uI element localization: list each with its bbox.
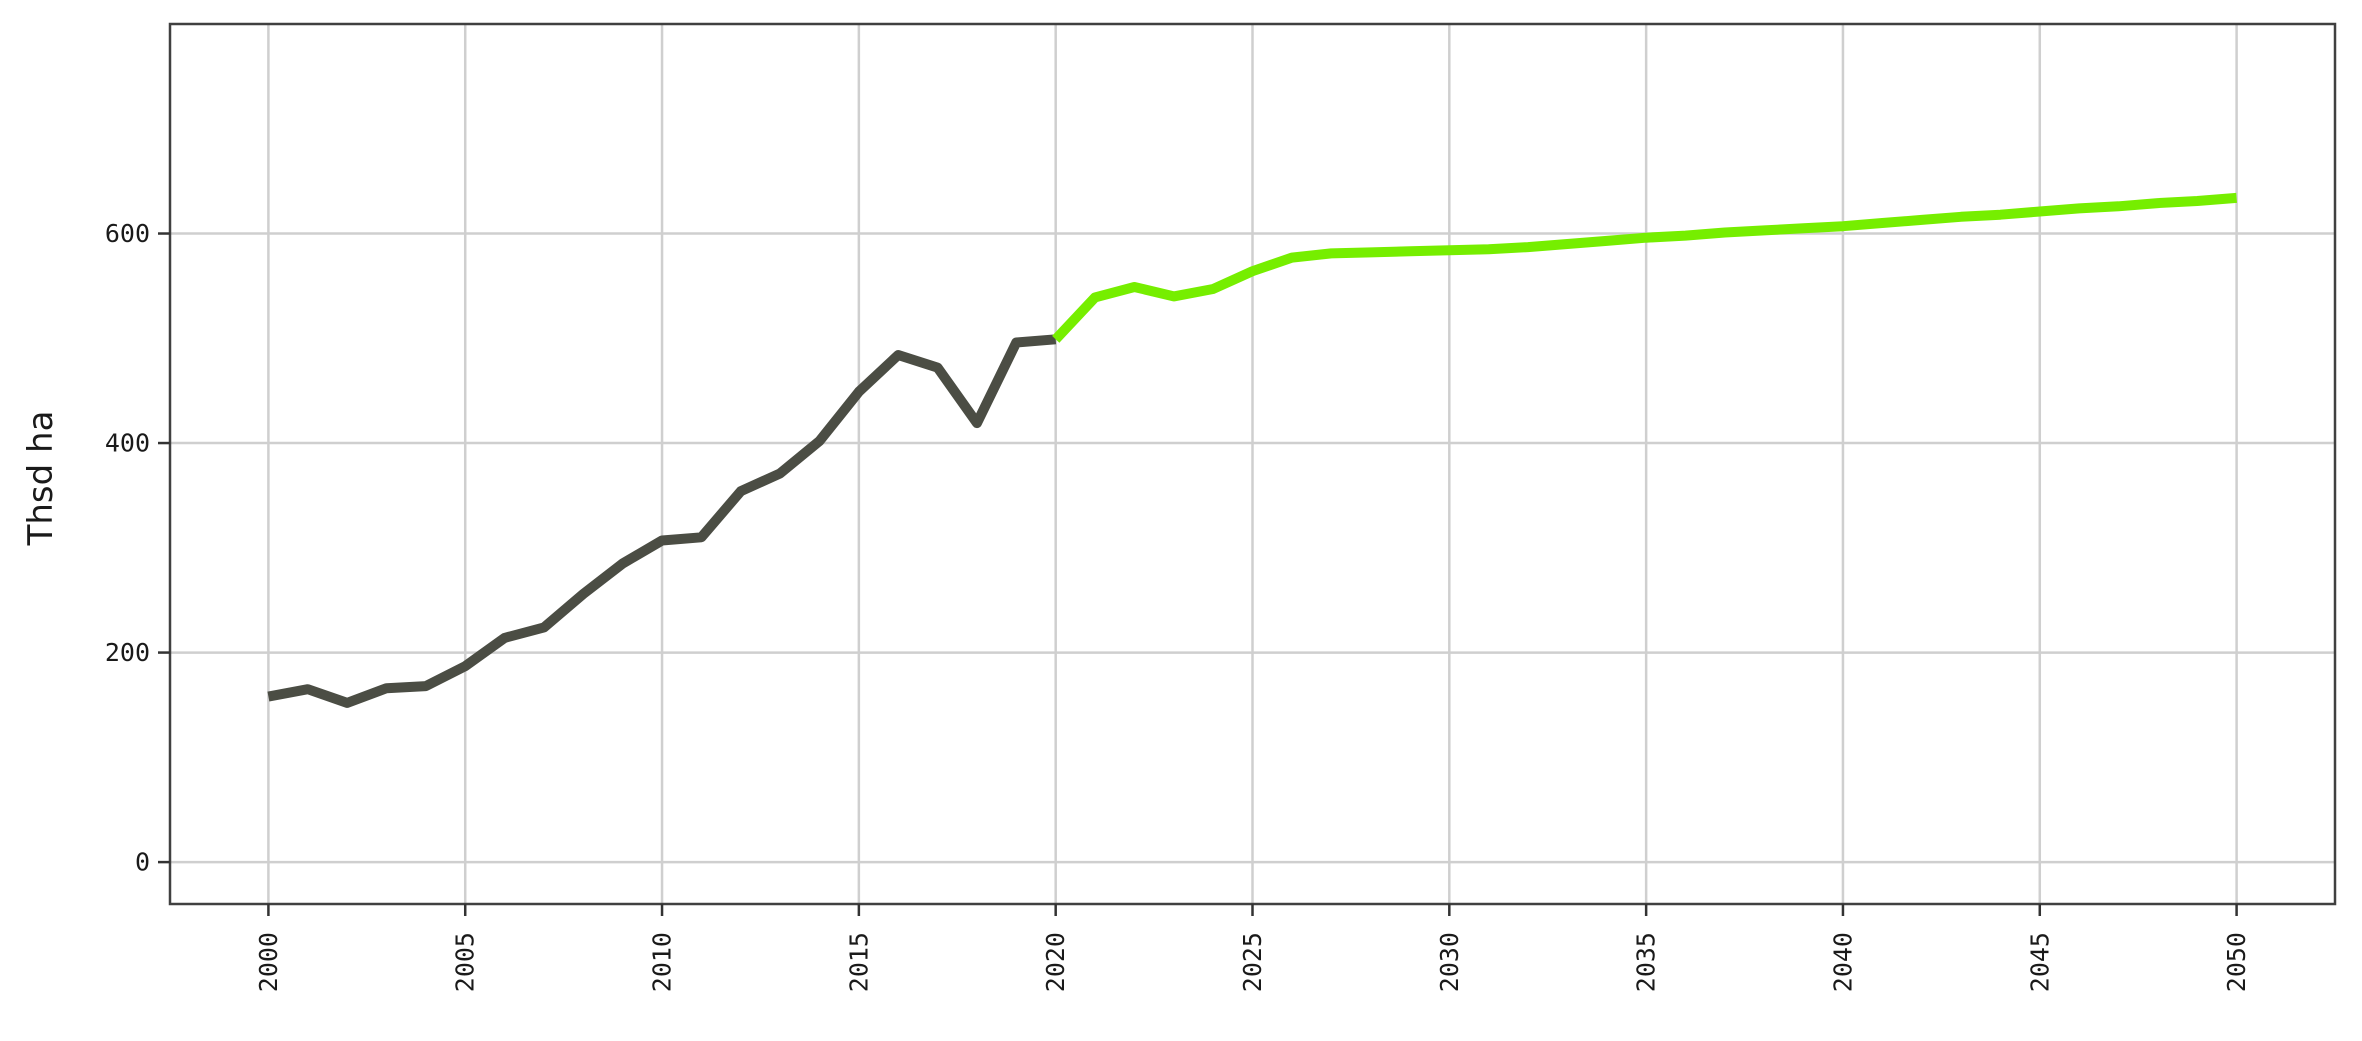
x-tick-label: 2020 <box>1041 932 1070 992</box>
y-tick-label: 0 <box>135 848 150 877</box>
tick-labels: 2000 2005 2010 2015 2020 2025 2030 2035 2040 2045… <box>105 219 2251 992</box>
x-tick-label: 2035 <box>1632 932 1661 992</box>
series-lines <box>267 192 2237 708</box>
x-tick-label: 2050 <box>2222 932 2251 992</box>
grid <box>170 24 2335 904</box>
y-tick-label: 400 <box>105 429 150 458</box>
x-tick-label: 2040 <box>1828 932 1857 992</box>
y-axis-title: Thsd ha <box>21 411 61 547</box>
historical-series-line <box>267 334 1057 708</box>
y-tick-label: 200 <box>105 638 150 667</box>
x-tick-label: 2015 <box>844 932 873 992</box>
y-tick-label: 600 <box>105 219 150 248</box>
x-tick-label: 2010 <box>648 932 677 992</box>
axis-ticks <box>158 232 2238 916</box>
x-tick-label: 2030 <box>1435 932 1464 992</box>
x-tick-label: 2045 <box>2025 932 2054 992</box>
x-tick-label: 2025 <box>1238 932 1267 992</box>
x-tick-label: 2000 <box>254 932 283 992</box>
x-tick-label: 2005 <box>451 932 480 992</box>
projection-series-line <box>1052 192 2237 343</box>
